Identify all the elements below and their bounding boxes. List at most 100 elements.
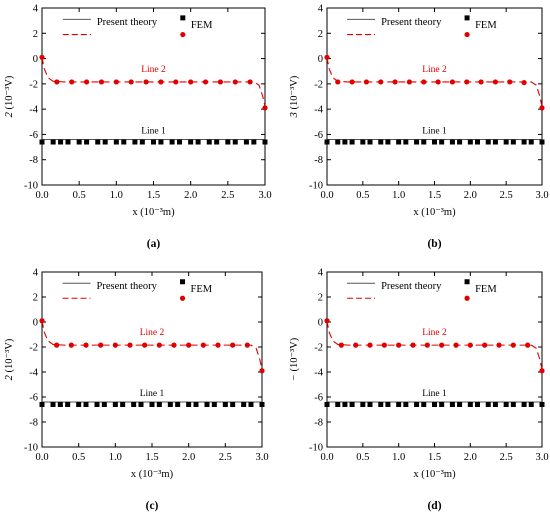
x-tick-label: 0.5 bbox=[72, 452, 85, 463]
fem-point-line2 bbox=[507, 79, 513, 85]
fem-point-line1 bbox=[475, 139, 480, 145]
fem-point-line1 bbox=[485, 139, 491, 145]
fem-point-line1 bbox=[432, 139, 437, 145]
fem-point-line1 bbox=[50, 139, 56, 145]
y-tick-label: -4 bbox=[314, 105, 323, 116]
fem-point-line1 bbox=[324, 139, 330, 145]
fem-point-line1 bbox=[449, 139, 455, 145]
fem-point-line2 bbox=[202, 79, 209, 85]
fem-point-line2 bbox=[173, 79, 179, 85]
legend-theory-label: Present theory bbox=[97, 281, 158, 292]
legend-theory-label: Present theory bbox=[381, 281, 442, 292]
fem-point-line1 bbox=[50, 402, 56, 407]
fem-point-line1 bbox=[120, 402, 126, 407]
annotation-line2: Line 2 bbox=[140, 328, 165, 338]
fem-point-line1 bbox=[485, 402, 491, 407]
fem-point-line1 bbox=[342, 402, 348, 407]
fem-point-line1 bbox=[167, 402, 173, 407]
y-tick-label: -10 bbox=[24, 181, 38, 192]
y-tick-label: -8 bbox=[314, 418, 323, 429]
fem-point-line1 bbox=[403, 139, 409, 145]
y-axis-label-prefix: 2 bbox=[4, 111, 15, 117]
fem-point-line1 bbox=[457, 139, 463, 145]
fem-point-line1 bbox=[193, 402, 199, 407]
x-tick-label: 2.0 bbox=[184, 190, 197, 201]
y-axis-label-unit: (10⁻³V) bbox=[4, 75, 15, 112]
x-tick-label: 2.0 bbox=[464, 190, 477, 201]
y-tick-label: -10 bbox=[309, 443, 323, 454]
y-tick-label: 2 bbox=[33, 293, 38, 304]
fem-point-line1 bbox=[175, 402, 181, 407]
fem-point-line2 bbox=[363, 79, 370, 85]
fem-point-line1 bbox=[457, 402, 463, 407]
y-tick-label: 2 bbox=[318, 293, 323, 304]
y-tick-label: -6 bbox=[314, 393, 323, 404]
panel-label: (d) bbox=[427, 500, 441, 512]
fem-point-line1 bbox=[335, 139, 341, 145]
y-tick-label: 0 bbox=[33, 54, 38, 65]
fem-point-line1 bbox=[248, 402, 254, 407]
fem-point-line1 bbox=[262, 139, 268, 145]
fem-point-line1 bbox=[439, 402, 445, 407]
y-axis-label: 2 (10⁻³V) bbox=[4, 75, 15, 117]
y-tick-label: -10 bbox=[309, 181, 323, 192]
fem-point-line1 bbox=[503, 139, 509, 145]
fem-point-line1 bbox=[414, 402, 420, 407]
legend-fem-line2-swatch bbox=[179, 295, 186, 301]
fem-point-line1 bbox=[421, 402, 427, 407]
x-tick-label: 2.5 bbox=[219, 452, 232, 463]
fem-point-line1 bbox=[528, 402, 534, 407]
fem-point-line1 bbox=[467, 139, 473, 145]
x-tick-label: 0.0 bbox=[320, 190, 333, 201]
fem-point-line2 bbox=[449, 79, 456, 85]
y-axis-label-unit: (10⁻³V) bbox=[289, 75, 300, 112]
fem-point-line1 bbox=[251, 139, 257, 145]
fem-point-line1 bbox=[335, 402, 341, 407]
fem-point-line2 bbox=[188, 79, 194, 85]
fem-point-line2 bbox=[54, 342, 60, 348]
fem-point-line2 bbox=[68, 342, 74, 348]
fem-point-line2 bbox=[406, 79, 413, 85]
annotation-line1: Line 1 bbox=[141, 126, 166, 136]
fem-point-line1 bbox=[211, 402, 217, 407]
fem-point-line1 bbox=[83, 402, 89, 407]
fem-point-line1 bbox=[232, 139, 238, 145]
fem-point-line1 bbox=[396, 139, 402, 145]
chart-panel-b: 0.0 0.5 1.0 1.5 2.0 2.5 3.0 4 2 0 -2 -4 -6 -8 -10 3 (10… bbox=[289, 4, 549, 251]
x-tick-label: 1.5 bbox=[147, 190, 160, 201]
fem-point-line2 bbox=[521, 79, 527, 86]
fem-point-line2 bbox=[230, 342, 236, 348]
fem-point-line1 bbox=[158, 139, 164, 145]
fem-point-line1 bbox=[58, 139, 64, 145]
fem-point-line1 bbox=[225, 139, 231, 145]
fem-point-line1 bbox=[528, 139, 534, 145]
fem-point-line1 bbox=[378, 402, 384, 407]
y-tick-label: -6 bbox=[314, 130, 323, 141]
x-tick-label: 2.5 bbox=[221, 190, 234, 201]
fem-point-line1 bbox=[349, 402, 355, 407]
x-axis-label: x (10⁻³m) bbox=[413, 469, 456, 480]
legend-fem-label: FEM bbox=[191, 284, 213, 295]
fem-point-line2 bbox=[424, 342, 430, 348]
fem-point-line2 bbox=[259, 368, 265, 374]
fem-point-line2 bbox=[39, 318, 45, 324]
y-axis-label-prefix: 3 bbox=[289, 112, 300, 118]
fem-point-line1 bbox=[492, 139, 498, 145]
fem-point-line1 bbox=[206, 139, 212, 145]
legend: Present theory FEM bbox=[62, 279, 213, 301]
annotation-line1: Line 1 bbox=[140, 389, 165, 399]
fem-point-line2 bbox=[324, 318, 330, 324]
fem-point-line2 bbox=[69, 79, 75, 85]
fem-point-line2 bbox=[410, 342, 416, 348]
legend-fem-line2-swatch bbox=[464, 31, 470, 38]
fem-point-line1 bbox=[39, 402, 45, 407]
chart-panel-a: 0.0 0.5 1.0 1.5 2.0 2.5 3.0 4 2 0 -2 -4 -6 -8 -10 2 (10… bbox=[4, 4, 272, 251]
fem-point-line1 bbox=[449, 402, 455, 407]
chart-panel-c: 0.0 0.5 1.0 1.5 2.0 2.5 3.0 4 2 0 -2 -4 -6 -8 -10 2 (10… bbox=[4, 268, 269, 513]
fem-point-line1 bbox=[84, 139, 90, 145]
fem-point-line1 bbox=[367, 139, 373, 145]
fem-point-line2 bbox=[367, 342, 373, 348]
y-tick-label: 2 bbox=[33, 29, 38, 40]
x-tick-label: 0.0 bbox=[35, 190, 48, 201]
